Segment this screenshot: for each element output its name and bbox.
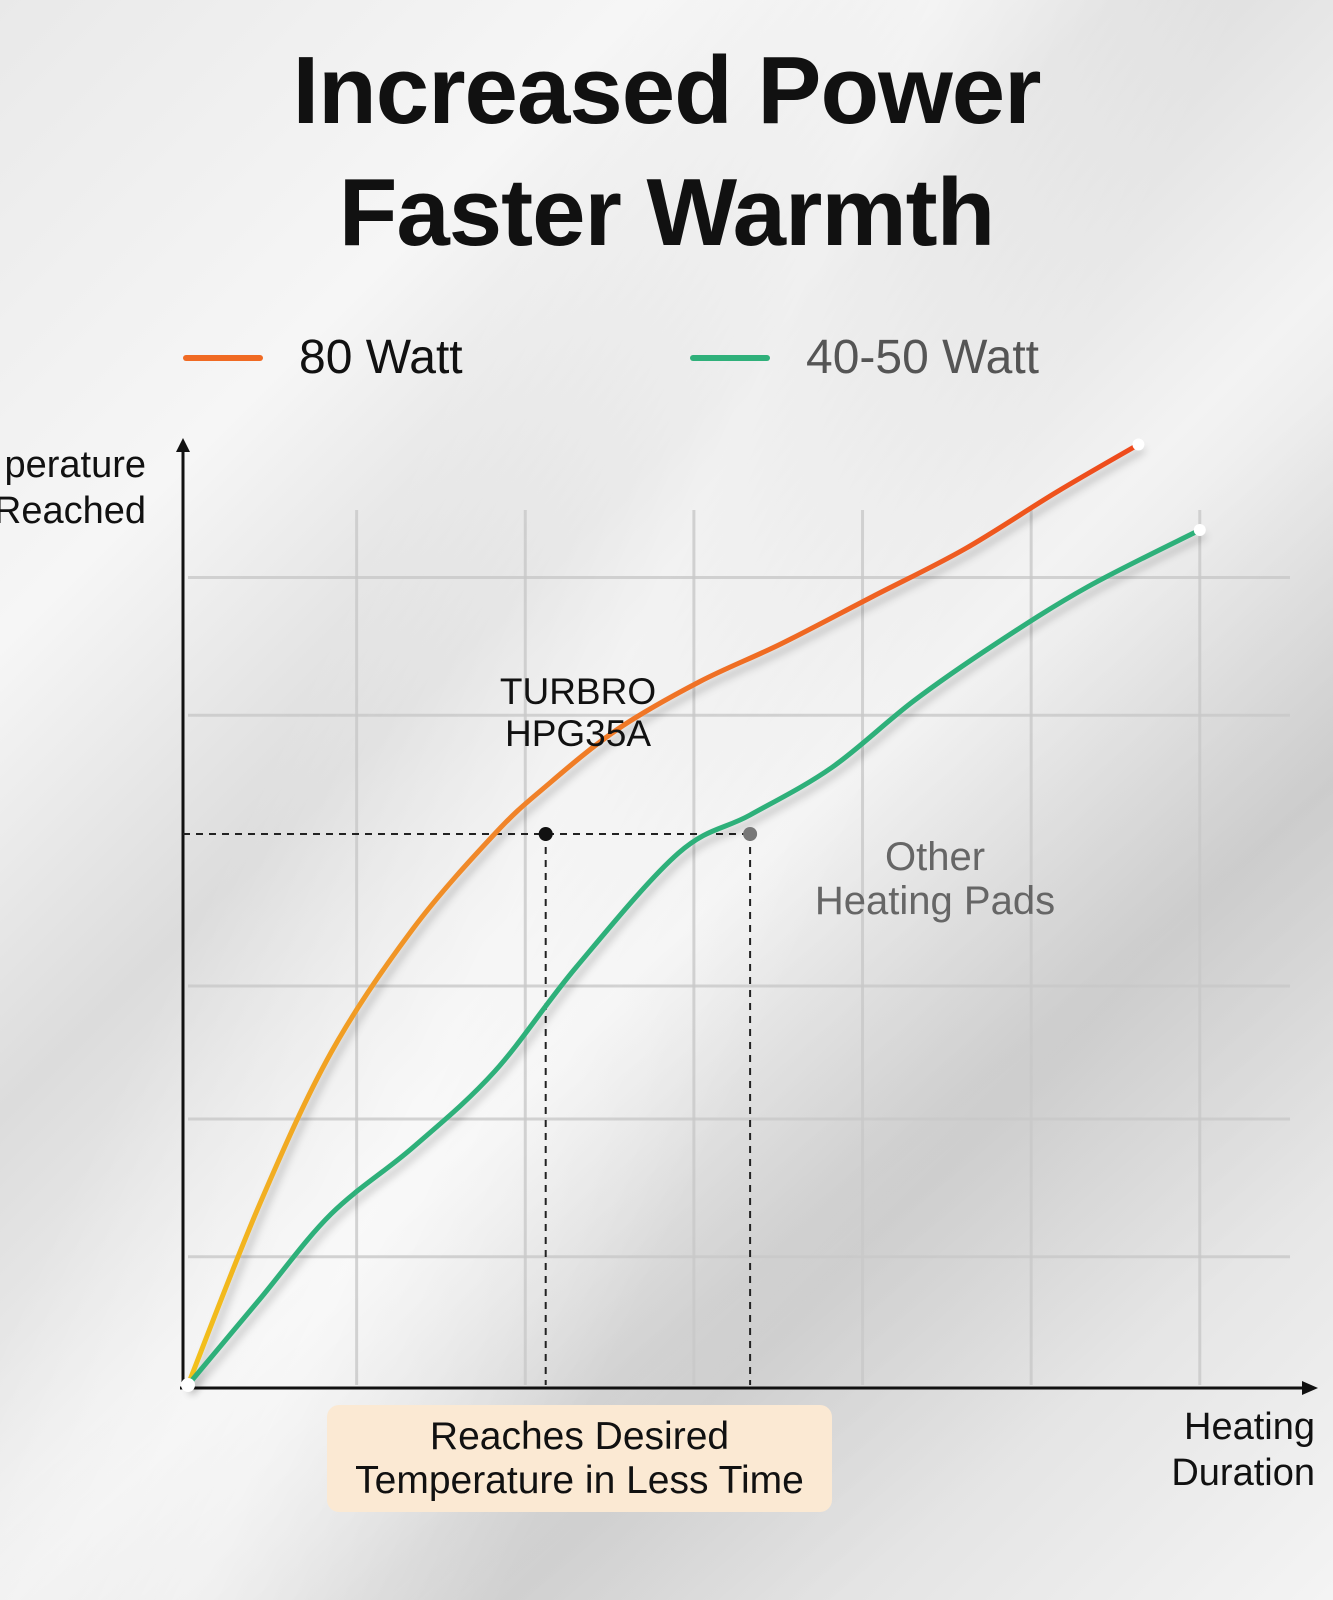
series-end-point-0 [1132,438,1145,451]
series-line-40-50-watt [185,527,1203,1388]
page-title: Increased Power Faster Warmth [0,30,1333,274]
turbro-annotation-line-2: HPG35A [505,713,651,754]
series-line-80-watt [185,442,1141,1388]
legend-label-80-watt: 80 Watt [299,331,463,384]
series-end-point-1 [1193,524,1206,536]
x-axis-arrow [1302,1381,1318,1395]
other-marker-point [743,827,758,841]
y-axis-arrow [176,438,190,452]
other-pads-annotation-line-1: Other [885,835,985,879]
turbro-annotation-line-1: TURBRO [500,671,656,712]
turbro-annotation: TURBRO HPG35A [500,671,656,754]
x-axis-label-line-1: Heating [1184,1406,1315,1448]
y-axis-label: perature Reached [0,442,146,534]
origin-point [181,1378,195,1392]
legend-swatch-80-watt [183,354,263,361]
legend-swatch-40-50-watt [690,354,770,361]
other-pads-annotation: Other Heating Pads [815,835,1055,923]
title-line-1: Increased Power [292,37,1041,144]
y-axis-label-line-2: Reached [0,490,146,532]
legend-label-40-50-watt: 40-50 Watt [806,331,1039,384]
legend-item-40-50-watt: 40-50 Watt [690,330,1039,385]
turbro-marker-point [538,827,553,841]
legend-item-80-watt: 80 Watt [183,330,463,385]
other-pads-annotation-line-2: Heating Pads [815,879,1055,923]
title-line-2: Faster Warmth [338,159,996,266]
time-savings-note: Reaches Desired Temperature in Less Time [327,1405,832,1512]
x-axis-label: Heating Duration [1171,1404,1315,1496]
y-axis-label-line-1: perature [4,444,146,486]
x-axis-label-line-2: Duration [1171,1452,1315,1494]
note-line-2: Temperature in Less Time [355,1458,804,1502]
note-line-1: Reaches Desired [429,1414,730,1458]
